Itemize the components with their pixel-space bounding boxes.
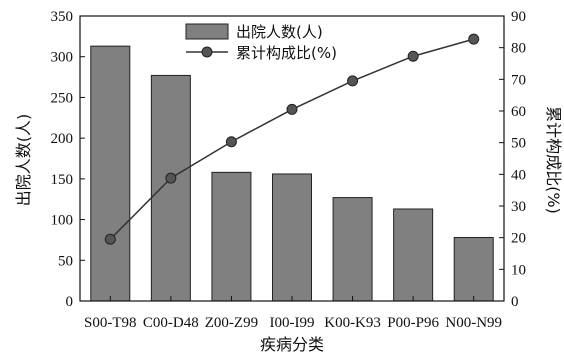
bar-series	[90, 45, 494, 302]
y-tick-label: 150	[51, 172, 74, 188]
bar-N00-N99	[453, 236, 494, 302]
y-tick-label: 0	[66, 294, 74, 310]
y2-tick-label: 80	[511, 41, 526, 57]
y2-tick-labels: 0 10 20 30 40 50 60 70 80 90	[511, 9, 526, 310]
legend-bar-swatch	[185, 23, 229, 40]
x-tick-label-I00-I99: I00-I99	[270, 315, 315, 331]
legend-line-label: 累计构成比(%)	[236, 44, 337, 62]
y2-tick-label: 70	[511, 72, 526, 88]
bar-Z00-Z99	[211, 171, 252, 302]
line-point-C00-D48	[165, 172, 177, 184]
y2-tick-label: 60	[511, 104, 526, 120]
axes	[79, 15, 505, 302]
line-point-I00-I99	[286, 103, 298, 115]
y-tick-label: 250	[51, 90, 74, 106]
x-tick-label-P00-P96: P00-P96	[387, 315, 439, 331]
y2-tick-label: 90	[511, 9, 526, 25]
line-point-K00-K93	[347, 75, 359, 87]
legend: 出院人数(人) 累计构成比(%)	[185, 23, 337, 62]
y-tick-label: 350	[51, 9, 74, 25]
legend-bar-label: 出院人数(人)	[236, 23, 323, 41]
bar-K00-K93	[332, 197, 373, 302]
x-tick-label-N00-N99: N00-N99	[445, 315, 502, 331]
line-point-S00-T98	[104, 233, 116, 245]
y-tick-labels: 0 50 100 150 200 250 300 350	[51, 9, 74, 310]
x-tick-label-S00-T98: S00-T98	[84, 315, 137, 331]
line-series	[104, 33, 480, 245]
x-tick-label-K00-K93: K00-K93	[324, 315, 381, 331]
bar-C00-D48	[150, 74, 191, 302]
y2-tick-label: 10	[511, 262, 526, 278]
y-tick-label: 300	[51, 50, 74, 66]
bar-I00-I99	[272, 173, 312, 302]
bar-P00-P96	[393, 208, 434, 302]
y2-tick-label: 30	[511, 199, 526, 215]
x-tick-label-C00-D48: C00-D48	[143, 315, 199, 331]
y-tick-label: 50	[58, 253, 73, 269]
y-tick-label: 200	[51, 131, 74, 147]
y-tick-label: 100	[51, 213, 74, 229]
y2-tick-label: 50	[511, 136, 526, 152]
legend-line-marker	[201, 46, 213, 58]
x-tick-labels: S00-T98 C00-D48 Z00-Z99 I00-I99 K00-K93 P00-P…	[84, 315, 502, 331]
y2-tick-label: 20	[511, 231, 526, 247]
y2-tick-label: 40	[511, 167, 526, 183]
line-point-Z00-Z99	[225, 136, 237, 148]
y2-axis-title: 累计构成比(%)	[544, 106, 563, 214]
x-tick-label-Z00-Z99: Z00-Z99	[205, 315, 258, 331]
bar-S00-T98	[90, 45, 131, 302]
line-point-N00-N99	[468, 33, 480, 45]
x-axis-title: 疾病分类	[260, 335, 324, 354]
y-axis-title: 出院人数(人)	[14, 114, 33, 207]
y2-tick-label: 0	[511, 294, 519, 310]
line-point-P00-P96	[407, 50, 419, 62]
